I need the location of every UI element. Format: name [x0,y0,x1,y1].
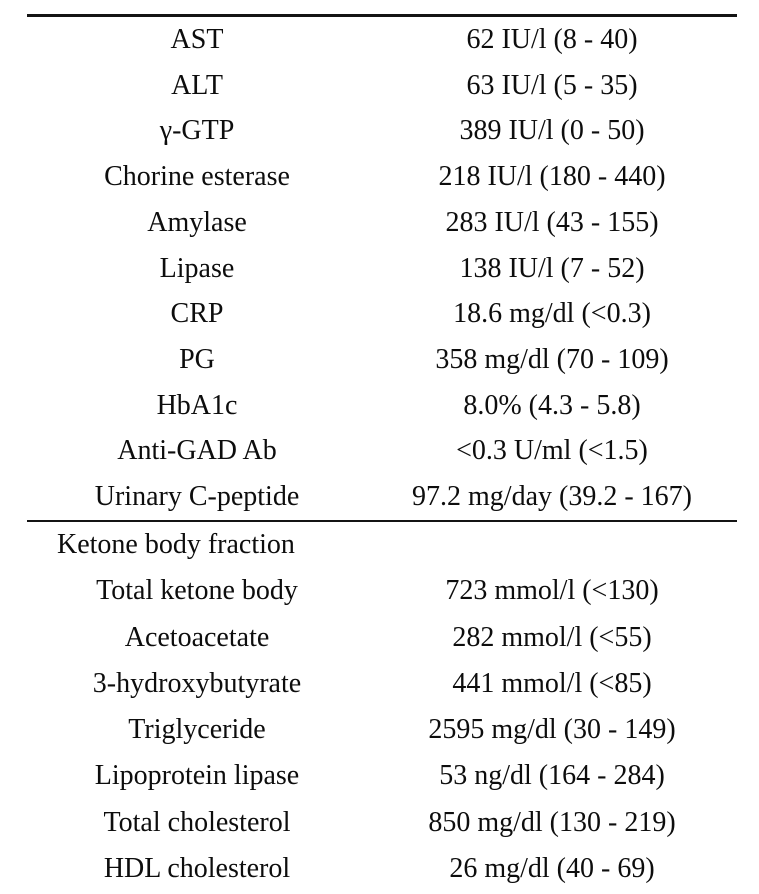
test-name: HbA1c [156,389,238,421]
test-name: γ-GTP [159,115,235,147]
test-result-value: 2595 mg/dl (30 - 149) [428,714,676,746]
table-row: Urinary C-peptide 97.2 mg/day (39.2 - 16… [27,474,737,520]
test-name: Amylase [147,206,247,238]
test-name: Anti-GAD Ab [117,435,277,467]
test-result-value: 723 mmol/l (<130) [445,575,659,607]
test-name: AST [170,23,224,55]
test-name: Chorine esterase [104,161,290,193]
table-row: PG 358 mg/dl (70 - 109) [27,337,737,383]
table-row: HbA1c 8.0% (4.3 - 5.8) [27,383,737,429]
test-result-value: 138 IU/l (7 - 52) [459,252,645,284]
table-top-rule [27,14,737,17]
table-row: AST 62 IU/l (8 - 40) [27,17,737,63]
table-section-labs: AST 62 IU/l (8 - 40) ALT 63 IU/l (5 - 35… [27,17,737,520]
table-row: Total ketone body 723 mmol/l (<130) [27,568,737,614]
test-result-value: 26 mg/dl (40 - 69) [449,852,655,884]
test-result-value: 441 mmol/l (<85) [452,667,652,699]
table-section-divider-rule [27,520,737,522]
test-result-value: 62 IU/l (8 - 40) [466,23,638,55]
table-row: HDL cholesterol 26 mg/dl (40 - 69) [27,846,737,892]
test-name: Lipoprotein lipase [94,760,300,792]
table-row: Amylase 283 IU/l (43 - 155) [27,200,737,246]
test-name: CRP [170,298,224,330]
test-name: Triglyceride [128,714,266,746]
test-name: Total cholesterol [103,806,291,838]
test-result-value: 63 IU/l (5 - 35) [466,69,638,101]
test-result-value: 18.6 mg/dl (<0.3) [453,298,651,330]
test-name: Urinary C-peptide [94,481,300,513]
test-name: ALT [171,69,223,101]
test-name: HDL cholesterol [103,852,291,884]
test-result-value: 97.2 mg/day (39.2 - 167) [412,481,692,513]
test-name: Acetoacetate [124,621,270,653]
test-name: Lipase [159,252,235,284]
table-row: Total cholesterol 850 mg/dl (130 - 219) [27,800,737,846]
table-row: CRP 18.6 mg/dl (<0.3) [27,291,737,337]
table-section-ketone-lipids: Ketone body fraction Total ketone body 7… [27,522,737,892]
test-result-value: 53 ng/dl (164 - 284) [439,760,665,792]
test-result-value: 282 mmol/l (<55) [452,621,652,653]
test-result-value: 358 mg/dl (70 - 109) [435,344,669,375]
table-row: γ-GTP 389 IU/l (0 - 50) [27,108,737,154]
table-row: Acetoacetate 282 mmol/l (<55) [27,615,737,661]
test-result-value: 389 IU/l (0 - 50) [459,115,645,147]
table-row: Chorine esterase 218 IU/l (180 - 440) [27,154,737,200]
table-row: Lipoprotein lipase 53 ng/dl (164 - 284) [27,753,737,799]
table-row: ALT 63 IU/l (5 - 35) [27,63,737,109]
test-name: 3-hydroxybutyrate [92,667,302,699]
section-header-row: Ketone body fraction [27,522,737,568]
test-name: PG [179,344,215,375]
section-header-label: Ketone body fraction [57,529,295,561]
test-result-value: <0.3 U/ml (<1.5) [456,435,648,467]
table-row: 3-hydroxybutyrate 441 mmol/l (<85) [27,661,737,707]
table-row: Lipase 138 IU/l (7 - 52) [27,246,737,292]
table-row: Triglyceride 2595 mg/dl (30 - 149) [27,707,737,753]
test-name: Total ketone body [96,575,298,607]
test-result-value: 8.0% (4.3 - 5.8) [463,389,641,421]
test-result-value: 850 mg/dl (130 - 219) [428,806,676,838]
table-row: Anti-GAD Ab <0.3 U/ml (<1.5) [27,429,737,475]
test-result-value: 218 IU/l (180 - 440) [438,161,666,193]
test-result-value: 283 IU/l (43 - 155) [445,206,659,238]
